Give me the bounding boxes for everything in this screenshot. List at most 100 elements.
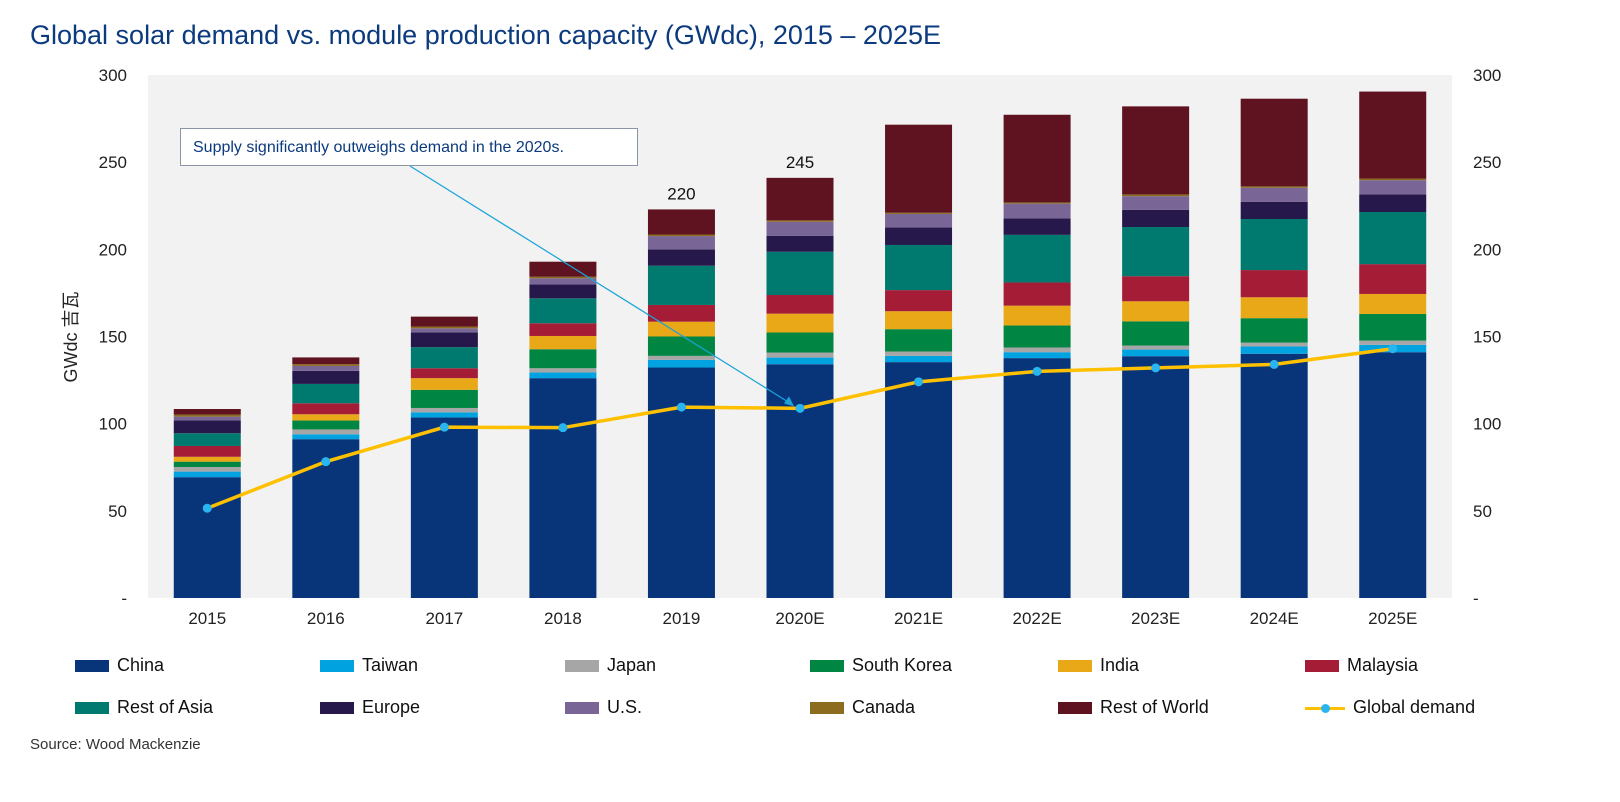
bar-segment-japan — [173, 467, 241, 472]
bar-segment-canada — [292, 364, 360, 366]
bar-segment-rest-of-asia — [1003, 234, 1071, 283]
x-tick-label: 2022E — [1013, 609, 1062, 628]
bar-segment-canada — [529, 276, 597, 279]
bar-segment-canada — [173, 414, 241, 417]
y2-tick-label: - — [1473, 589, 1479, 608]
bar-segment-india — [410, 378, 478, 390]
bar-segment-europe — [1240, 201, 1308, 219]
bar-segment-taiwan — [766, 357, 834, 365]
bar-segment-india — [885, 311, 953, 330]
bar-segment-india — [292, 414, 360, 421]
bar-segment-u-s- — [529, 278, 597, 285]
bar-segment-south-korea — [1359, 314, 1427, 341]
legend-label: U.S. — [607, 697, 643, 717]
bar-segment-india — [529, 335, 597, 350]
bar-segment-u-s- — [1240, 187, 1308, 202]
bar-segment-canada — [1240, 186, 1308, 188]
legend-swatch — [810, 701, 844, 714]
demand-point — [1269, 359, 1279, 369]
bar-segment-south-korea — [766, 332, 834, 353]
bar-segment-europe — [766, 235, 834, 252]
x-tick-label: 2017 — [425, 609, 463, 628]
bar-segment-japan — [1122, 345, 1190, 350]
demand-point — [202, 503, 212, 513]
bar-segment-malaysia — [529, 323, 597, 336]
y-tick-label: 150 — [99, 328, 127, 347]
y2-tick-label: 150 — [1473, 328, 1501, 347]
bar-segment-u-s- — [292, 365, 360, 371]
bar-segment-rest-of-asia — [647, 265, 715, 305]
x-tick-label: 2021E — [894, 609, 943, 628]
bar-segment-china — [173, 477, 241, 598]
x-tick-label: 2025E — [1368, 609, 1417, 628]
legend-swatch — [810, 659, 844, 672]
bar-segment-rest-of-world — [173, 409, 241, 415]
bar-segment-south-korea — [292, 420, 360, 430]
legend-item-global-demand: Global demand — [1305, 697, 1475, 718]
bar-segment-u-s- — [410, 328, 478, 333]
bar-segment-u-s- — [1359, 180, 1427, 195]
legend-item-canada: Canada — [810, 697, 915, 718]
legend-label: India — [1100, 655, 1140, 675]
bar-segment-south-korea — [647, 336, 715, 356]
bar-segment-china — [529, 378, 597, 598]
data-label: 245 — [786, 153, 814, 172]
demand-point — [676, 402, 686, 412]
bar-segment-japan — [529, 368, 597, 373]
y-tick-label: 300 — [99, 66, 127, 85]
bar-segment-europe — [1359, 194, 1427, 213]
bar-segment-china — [1003, 358, 1071, 598]
legend-swatch — [320, 701, 354, 714]
bar-segment-canada — [1003, 202, 1071, 204]
bar-segment-u-s- — [173, 416, 241, 421]
bar-segment-malaysia — [173, 445, 241, 457]
legend-swatch — [75, 701, 109, 714]
legend-swatch — [1305, 659, 1339, 672]
annotation-arrow — [409, 165, 793, 405]
bar-segment-rest-of-asia — [766, 251, 834, 296]
legend-label: Rest of World — [1100, 697, 1209, 717]
legend-swatch — [1058, 659, 1092, 672]
x-tick-label: 2015 — [188, 609, 226, 628]
legend-item-south-korea: South Korea — [810, 655, 952, 676]
y2-tick-label: 200 — [1473, 240, 1501, 259]
bar-segment-europe — [647, 249, 715, 266]
legend-swatch — [75, 659, 109, 672]
legend-line-swatch — [1305, 702, 1345, 714]
legend-label: Taiwan — [362, 655, 419, 675]
legend-label: China — [117, 655, 165, 675]
legend-swatch — [565, 659, 599, 672]
bar-segment-canada — [1122, 194, 1190, 197]
bar-segment-japan — [885, 351, 953, 356]
bar-segment-europe — [173, 420, 241, 434]
legend-item-china: China — [75, 655, 164, 676]
bar-segment-taiwan — [885, 355, 953, 363]
data-label: 220 — [667, 184, 695, 203]
bar-segment-canada — [410, 326, 478, 329]
bar-segment-malaysia — [647, 304, 715, 322]
bar-segment-taiwan — [292, 434, 360, 440]
bar-segment-rest-of-world — [410, 316, 478, 327]
bar-segment-malaysia — [1003, 282, 1071, 306]
bar-segment-malaysia — [885, 290, 953, 312]
demand-point — [1032, 366, 1042, 376]
source-note: Source: Wood Mackenzie — [30, 736, 201, 753]
legend-swatch — [320, 659, 354, 672]
bar-segment-rest-of-asia — [410, 347, 478, 369]
bar-segment-china — [647, 367, 715, 598]
bar-segment-taiwan — [1240, 346, 1308, 354]
legend-label: Canada — [852, 697, 916, 717]
bar-segment-south-korea — [173, 461, 241, 468]
bar-segment-china — [1122, 356, 1190, 598]
bar-segment-europe — [1003, 218, 1071, 235]
bar-segment-taiwan — [529, 372, 597, 379]
bar-segment-rest-of-world — [885, 124, 953, 213]
bar-segment-india — [647, 321, 715, 337]
bar-segment-malaysia — [292, 403, 360, 415]
bar-segment-japan — [766, 352, 834, 358]
bar-segment-japan — [292, 429, 360, 435]
demand-point — [795, 403, 805, 413]
bar-segment-taiwan — [410, 412, 478, 418]
bar-segment-taiwan — [647, 359, 715, 368]
